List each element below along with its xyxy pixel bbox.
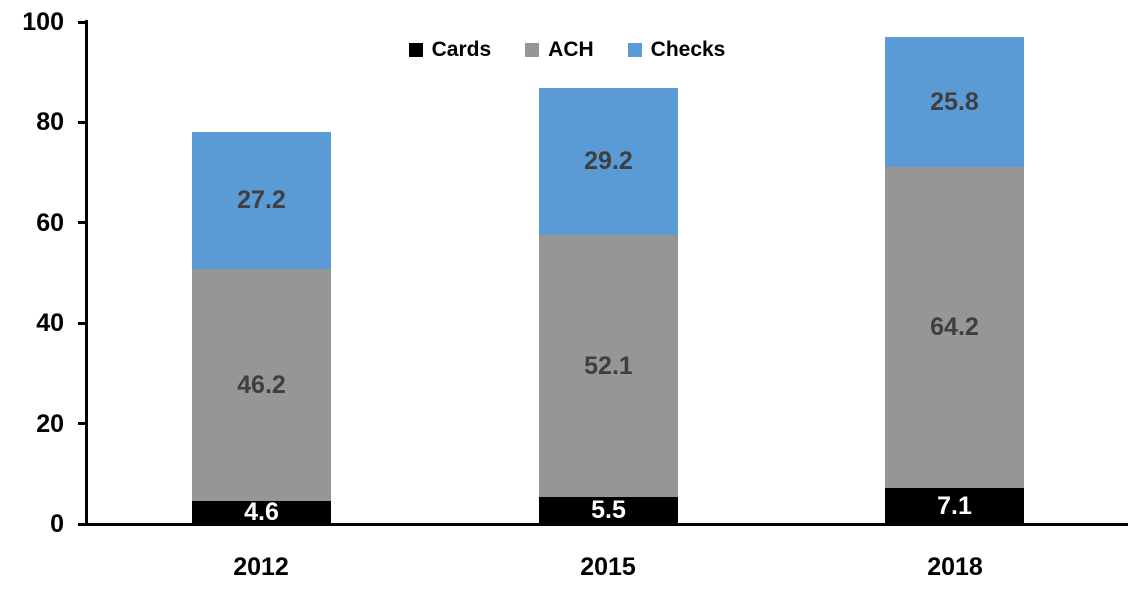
x-axis-category-label: 2018 <box>927 553 983 581</box>
y-axis-tick-label: 0 <box>50 510 64 538</box>
data-label-cards: 7.1 <box>937 491 972 520</box>
legend-swatch-checks <box>627 43 642 57</box>
y-axis-tick-label: 40 <box>36 309 64 337</box>
data-label-ach: 46.2 <box>237 370 286 399</box>
legend-label-checks: Checks <box>650 38 726 61</box>
bar-segment-ach: 52.1 <box>539 235 678 497</box>
bar-segment-ach: 46.2 <box>192 269 331 501</box>
y-axis-tick-mark <box>78 21 88 24</box>
bar-segment-checks: 27.2 <box>192 132 331 269</box>
y-axis-tick-label: 60 <box>36 209 64 237</box>
data-label-ach: 52.1 <box>584 351 633 380</box>
bar-segment-cards: 5.5 <box>539 496 678 524</box>
data-label-cards: 4.6 <box>244 498 279 526</box>
y-axis-tick-mark <box>78 322 88 325</box>
data-label-checks: 27.2 <box>237 186 286 214</box>
legend-swatch-cards <box>408 43 423 57</box>
bar-segment-cards: 4.6 <box>192 498 331 526</box>
x-axis-line <box>78 523 1128 526</box>
legend-item-ach: ACH <box>525 38 594 62</box>
y-axis-tick-mark <box>78 221 88 224</box>
y-axis-tick-mark <box>78 422 88 425</box>
bar-segment-cards: 7.1 <box>885 488 1024 524</box>
legend-item-cards: Cards <box>408 38 492 62</box>
legend-swatch-ach <box>525 43 540 57</box>
data-label-checks: 25.8 <box>930 87 979 116</box>
bar-segment-checks: 25.8 <box>885 37 1024 167</box>
data-label-checks: 29.2 <box>584 147 633 175</box>
bar-segment-checks: 29.2 <box>539 88 678 235</box>
legend-label-ach: ACH <box>548 38 594 61</box>
y-axis-tick-label: 20 <box>36 410 64 438</box>
legend-item-checks: Checks <box>627 38 726 62</box>
x-axis-category-label: 2015 <box>580 553 636 581</box>
y-axis-line <box>85 20 88 526</box>
data-label-cards: 5.5 <box>591 495 626 524</box>
legend: Cards ACH Checks <box>0 38 1134 62</box>
bar-segment-ach: 64.2 <box>885 166 1024 488</box>
y-axis-tick-label: 100 <box>22 8 64 36</box>
y-axis-tick-label: 80 <box>36 108 64 136</box>
legend-label-cards: Cards <box>431 38 492 61</box>
y-axis-tick-mark <box>78 121 88 124</box>
data-label-ach: 64.2 <box>930 312 979 341</box>
x-axis-category-label: 2012 <box>233 553 289 581</box>
